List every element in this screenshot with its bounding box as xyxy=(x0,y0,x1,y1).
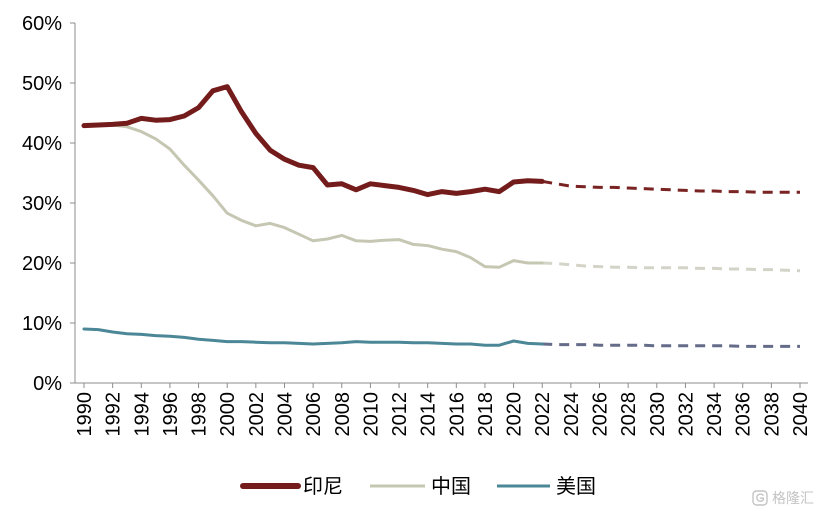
x-tick-label: 2030 xyxy=(647,392,669,437)
y-tick-label: 30% xyxy=(22,193,62,215)
y-tick-label: 40% xyxy=(22,133,62,155)
legend-item-2: 中国 xyxy=(370,475,471,498)
x-tick-label: 2034 xyxy=(704,392,726,437)
glh-logo-icon xyxy=(752,490,768,506)
x-tick-label: 2000 xyxy=(217,392,239,437)
legend: 印尼 中国 美国 xyxy=(240,475,596,498)
x-tick-label: 2010 xyxy=(360,392,382,437)
series-forecast-line-2 xyxy=(542,261,801,273)
series-forecast-line-3 xyxy=(542,342,800,348)
x-tick-label: 2020 xyxy=(504,392,526,437)
x-tick-label: 2004 xyxy=(274,392,296,437)
x-tick-label: 2036 xyxy=(733,392,755,437)
y-tick-label: 60% xyxy=(22,13,62,35)
watermark: 格隆汇 xyxy=(752,489,814,507)
series-line-3 xyxy=(82,327,544,347)
x-axis: 1990 1992 1994 1996 1998 2000 2002 2004 2006 2008… xyxy=(74,382,812,437)
x-tick-label: 2002 xyxy=(246,392,268,437)
x-tick-label: 1996 xyxy=(160,392,182,437)
x-tick-label: 2032 xyxy=(675,392,697,437)
x-tick-label: 2028 xyxy=(618,392,640,437)
legend-item-1: 印尼 xyxy=(240,475,343,498)
plot-area xyxy=(81,84,801,348)
x-tick-label: 1998 xyxy=(189,392,211,437)
y-axis: 0% 10% 20% 30% 40% 50% 60% xyxy=(22,13,76,395)
x-tick-label: 2014 xyxy=(418,392,440,437)
y-tick-label: 20% xyxy=(22,253,62,275)
x-tick-label: 2006 xyxy=(303,392,325,437)
x-tick-label: 2040 xyxy=(790,392,812,437)
x-tick-label: 1990 xyxy=(74,392,96,437)
x-tick-label: 2008 xyxy=(332,392,354,437)
y-tick-label: 0% xyxy=(33,373,62,395)
x-tick-label: 2016 xyxy=(446,392,468,437)
series-forecast-line-1 xyxy=(541,179,800,194)
x-tick-label: 2026 xyxy=(590,392,612,437)
x-tick-label: 2022 xyxy=(532,392,554,437)
x-tick-label: 1992 xyxy=(103,392,125,437)
x-tick-label: 2024 xyxy=(561,392,583,437)
series-line-1 xyxy=(81,84,545,198)
legend-label-3: 美国 xyxy=(556,475,596,498)
legend-item-3: 美国 xyxy=(497,475,596,498)
y-tick-label: 10% xyxy=(22,313,62,335)
x-tick-label: 1994 xyxy=(131,392,153,437)
series-line-2 xyxy=(82,122,544,269)
y-tick-label: 50% xyxy=(22,73,62,95)
legend-label-2: 中国 xyxy=(431,475,471,498)
x-tick-label: 2012 xyxy=(389,392,411,437)
watermark-text: 格隆汇 xyxy=(772,490,814,506)
x-tick-label: 2038 xyxy=(761,392,783,437)
x-tick-label: 2018 xyxy=(475,392,497,437)
legend-label-1: 印尼 xyxy=(303,475,343,498)
